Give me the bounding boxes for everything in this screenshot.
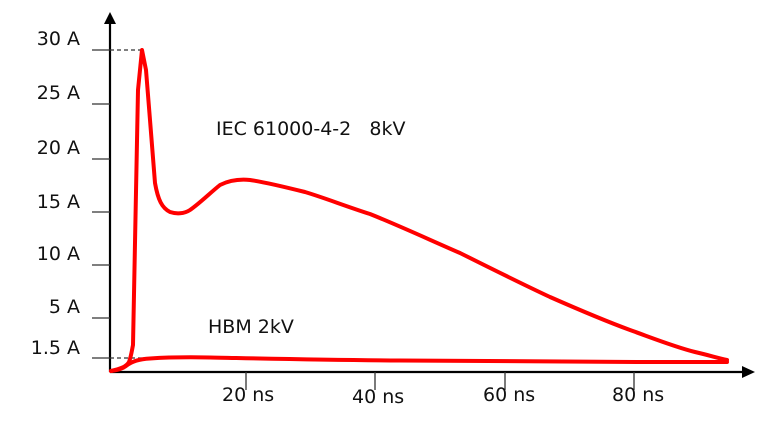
hbm-2kv-annotation: HBM 2kV <box>208 316 294 338</box>
y-ticks <box>92 49 110 359</box>
y-tick-label-1-5a: 1.5 A <box>30 337 80 359</box>
x-tick-label-80ns: 80 ns <box>612 384 665 406</box>
y-axis-arrow-icon <box>104 12 116 24</box>
x-axis-arrow-icon <box>742 366 755 378</box>
iec-8kv-annotation: IEC 61000-4-2 8kV <box>216 118 406 140</box>
y-tick-label-5a: 5 A <box>48 296 80 318</box>
y-tick-label-15a: 15 A <box>36 191 80 213</box>
x-tick-label-20ns: 20 ns <box>222 384 275 406</box>
iec-61000-4-2-8kv-curve <box>109 48 729 373</box>
x-tick-label-60ns: 60 ns <box>483 384 536 406</box>
x-ticks <box>245 372 635 390</box>
x-tick-label-40ns: 40 ns <box>352 386 405 408</box>
y-tick-label-25a: 25 A <box>36 82 80 104</box>
y-tick-label-30a: 30 A <box>36 28 80 50</box>
y-tick-label-20a: 20 A <box>36 137 80 159</box>
y-tick-label-10a: 10 A <box>36 243 80 265</box>
hbm-2kv-curve <box>109 355 729 373</box>
